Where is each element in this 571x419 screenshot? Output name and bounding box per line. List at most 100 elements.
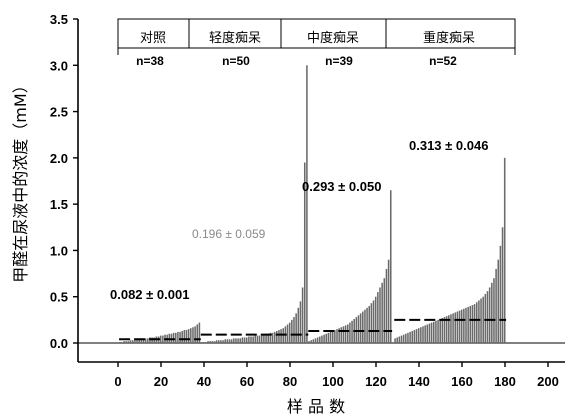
data-bar xyxy=(486,291,489,343)
x-tick-label: 160 xyxy=(451,374,473,389)
data-bar xyxy=(359,313,362,343)
group-label: 对照 xyxy=(140,31,166,46)
data-bar xyxy=(400,335,403,343)
data-bar xyxy=(288,322,291,343)
data-bar xyxy=(411,330,414,343)
data-bar xyxy=(357,315,360,343)
data-bar xyxy=(441,318,444,343)
data-bar xyxy=(445,316,448,343)
data-bar xyxy=(480,298,482,343)
data-bar xyxy=(196,324,199,343)
data-bar xyxy=(503,157,506,343)
data-bar xyxy=(273,331,276,343)
data-bar xyxy=(222,340,224,343)
group-n-label: n=50 xyxy=(222,54,250,68)
data-bar xyxy=(396,337,398,343)
data-bar xyxy=(190,328,192,343)
data-bar xyxy=(346,324,349,343)
group-n-label: n=38 xyxy=(136,54,164,68)
data-bar xyxy=(471,305,474,343)
data-bar xyxy=(327,332,330,343)
data-bar xyxy=(394,338,396,343)
data-bar xyxy=(482,296,484,343)
x-tick-label: 100 xyxy=(322,374,344,389)
data-bar xyxy=(252,336,254,343)
data-bar xyxy=(280,329,282,343)
data-bar xyxy=(422,326,424,343)
data-bar xyxy=(291,319,293,343)
y-tick-label: 2.0 xyxy=(50,151,68,166)
data-bar xyxy=(413,330,416,343)
data-bar xyxy=(467,306,469,343)
data-bar xyxy=(465,307,467,343)
data-bar xyxy=(308,341,310,343)
data-bar xyxy=(379,287,381,343)
data-bar xyxy=(138,339,140,343)
data-bar xyxy=(185,330,188,343)
data-bar xyxy=(131,340,134,343)
data-bar xyxy=(278,330,280,343)
data-bar xyxy=(159,335,162,343)
data-bar xyxy=(364,309,366,343)
data-bar xyxy=(121,342,123,343)
data-bar xyxy=(387,259,390,343)
data-bar xyxy=(207,341,209,343)
data-bar xyxy=(349,322,351,343)
data-bar xyxy=(267,333,269,343)
y-tick-label: 0.0 xyxy=(50,336,68,351)
data-bar xyxy=(125,341,128,343)
data-bar xyxy=(415,329,418,343)
data-bar xyxy=(192,327,194,343)
data-bar xyxy=(499,245,502,343)
mean-annotation: 0.082 ± 0.001 xyxy=(110,287,189,302)
data-bar xyxy=(215,340,218,343)
data-bar xyxy=(187,329,190,343)
group-label: 轻度痴呆 xyxy=(209,30,261,46)
data-bar xyxy=(297,307,300,343)
group-label: 重度痴呆 xyxy=(423,30,475,46)
data-bar xyxy=(254,335,257,343)
data-bar xyxy=(179,331,181,343)
data-bar xyxy=(310,340,312,343)
data-bar xyxy=(407,332,409,343)
data-bar xyxy=(450,314,452,343)
x-axis-label: 样 品 数 xyxy=(287,397,345,416)
data-bar xyxy=(409,331,411,343)
x-tick-label: 200 xyxy=(537,374,559,389)
data-bar xyxy=(362,311,364,343)
data-bar xyxy=(256,335,259,343)
y-tick-label: 3.5 xyxy=(50,12,68,27)
data-bar xyxy=(368,305,371,343)
data-bar xyxy=(220,340,222,343)
data-bar xyxy=(233,338,235,343)
data-bar xyxy=(147,338,149,343)
data-bar xyxy=(491,282,493,343)
data-bar xyxy=(129,340,132,343)
data-bar xyxy=(303,162,306,343)
data-bar xyxy=(338,328,340,343)
x-tick-label: 140 xyxy=(408,374,430,389)
data-bar xyxy=(443,317,446,343)
mean-annotation: 0.293 ± 0.050 xyxy=(302,179,381,194)
group-n-label: n=52 xyxy=(429,54,457,68)
data-bar xyxy=(205,342,207,343)
data-bar xyxy=(501,227,504,343)
data-bar xyxy=(134,340,136,343)
data-bar xyxy=(211,341,214,343)
data-bar xyxy=(286,324,289,343)
x-tick-label: 180 xyxy=(494,374,516,389)
data-bar xyxy=(181,330,183,343)
data-bar xyxy=(144,338,147,343)
data-bar xyxy=(473,304,476,343)
data-bar xyxy=(312,339,315,343)
data-bar xyxy=(405,333,407,343)
data-bar xyxy=(123,341,125,343)
data-bar xyxy=(209,341,211,343)
plot-area: 0.0 0.5 1.0 1.5 2.0 2.5 3.0 3.5 0 20 40 60 80 100 120 1… xyxy=(50,12,565,389)
data-bar xyxy=(230,339,233,343)
data-bar xyxy=(269,332,272,343)
data-bar xyxy=(402,334,405,343)
data-bar xyxy=(484,293,487,343)
data-bar xyxy=(224,339,226,343)
data-bar xyxy=(420,327,422,343)
